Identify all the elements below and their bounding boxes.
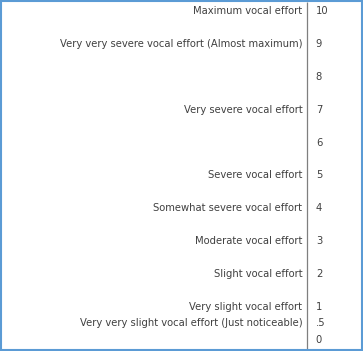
Text: 10: 10 xyxy=(316,6,329,16)
Text: 3: 3 xyxy=(316,236,322,246)
Text: Moderate vocal effort: Moderate vocal effort xyxy=(195,236,302,246)
Text: Slight vocal effort: Slight vocal effort xyxy=(214,269,302,279)
Text: Very very slight vocal effort (Just noticeable): Very very slight vocal effort (Just noti… xyxy=(80,318,302,328)
Text: Very severe vocal effort: Very severe vocal effort xyxy=(184,105,302,115)
Text: 1: 1 xyxy=(316,302,322,312)
Text: 9: 9 xyxy=(316,39,322,49)
Text: Maximum vocal effort: Maximum vocal effort xyxy=(193,6,302,16)
Text: .5: .5 xyxy=(316,318,326,328)
Text: Very slight vocal effort: Very slight vocal effort xyxy=(189,302,302,312)
Text: Severe vocal effort: Severe vocal effort xyxy=(208,171,302,180)
Text: 8: 8 xyxy=(316,72,322,82)
Text: 2: 2 xyxy=(316,269,322,279)
Text: 6: 6 xyxy=(316,138,322,148)
Text: 5: 5 xyxy=(316,171,322,180)
Text: 4: 4 xyxy=(316,203,322,213)
Text: 7: 7 xyxy=(316,105,322,115)
Text: Somewhat severe vocal effort: Somewhat severe vocal effort xyxy=(154,203,302,213)
Text: Very very severe vocal effort (Almost maximum): Very very severe vocal effort (Almost ma… xyxy=(60,39,302,49)
Text: 0: 0 xyxy=(316,335,322,345)
